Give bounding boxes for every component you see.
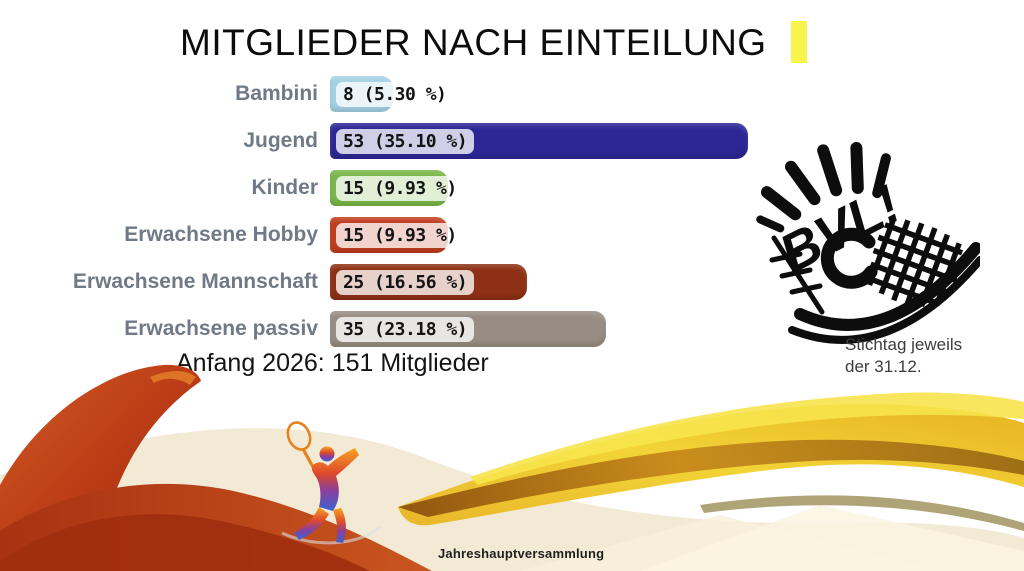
bar: 15 (9.93 %) [330, 217, 464, 253]
badminton-player-image [281, 421, 381, 545]
text-cursor-highlight [791, 21, 807, 63]
bvl-logo: BVL! [756, 142, 980, 344]
wave-decoration [0, 364, 1024, 571]
note-line-2: der 31.12. [845, 357, 922, 377]
chart-row: Erwachsene Mannschaft 25 (16.56 %) [0, 264, 748, 300]
category-label: Kinder [251, 176, 318, 199]
bar: 8 (5.30 %) [330, 76, 454, 112]
chart-row: Jugend 53 (35.10 %) [0, 123, 748, 159]
category-label: Erwachsene Mannschaft [72, 270, 318, 293]
chart-row: Bambini 8 (5.30 %) [0, 76, 748, 112]
chart-row: Erwachsene passiv 35 (23.18 %) [0, 311, 748, 347]
bar: 25 (16.56 %) [330, 264, 527, 300]
value-label: 8 (5.30 %) [336, 81, 454, 107]
chart-row: Erwachsene Hobby 15 (9.93 %) [0, 217, 748, 253]
page-title: MITGLIEDER NACH EINTEILUNG [180, 22, 767, 63]
chart-row: Kinder 15 (9.93 %) [0, 170, 748, 206]
footer-text: Jahreshauptversammlung [438, 546, 605, 561]
bar-chart: Bambini 8 (5.30 %) Jugend 53 (35.10 %) K… [0, 76, 748, 358]
bar: 53 (35.10 %) [330, 123, 748, 159]
value-label: 35 (23.18 %) [336, 316, 475, 342]
note-line-1: Stichtag jeweils [845, 335, 963, 354]
stichtag-note: Stichtag jeweils der 31.12. [845, 334, 985, 378]
value-label: 15 (9.93 %) [336, 175, 464, 201]
bar: 35 (23.18 %) [330, 311, 606, 347]
category-label: Bambini [235, 82, 318, 105]
bar: 15 (9.93 %) [330, 170, 464, 206]
value-label: 25 (16.56 %) [336, 269, 475, 295]
category-label: Erwachsene Hobby [124, 223, 318, 246]
value-label: 53 (35.10 %) [336, 128, 475, 154]
value-label: 15 (9.93 %) [336, 222, 464, 248]
category-label: Erwachsene passiv [124, 317, 318, 340]
total-members-text: Anfang 2026: 151 Mitglieder [176, 349, 489, 377]
category-label: Jugend [243, 129, 318, 152]
